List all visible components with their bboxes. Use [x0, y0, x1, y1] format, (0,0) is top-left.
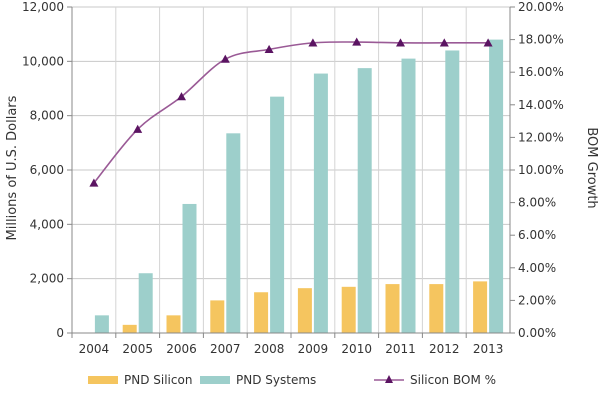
x-tick-label: 2013 — [473, 342, 504, 356]
bar-pnd-systems-2006 — [182, 203, 197, 333]
x-tick-label: 2005 — [122, 342, 153, 356]
bar-pnd-systems-2005 — [138, 273, 153, 333]
y2-tick-label: 16.00% — [518, 65, 564, 79]
legend: PND Silicon PND Systems Silicon BOM % — [88, 373, 496, 387]
x-tick-label: 2012 — [429, 342, 460, 356]
y-tick-label: 4,000 — [30, 217, 64, 231]
legend-swatch-pnd-systems — [200, 376, 230, 384]
legend-swatch-pnd-silicon — [88, 376, 118, 384]
bar-pnd-systems-2013 — [489, 39, 504, 333]
line-point-2006 — [177, 92, 186, 101]
x-tick-label: 2011 — [385, 342, 416, 356]
y-tick-labels: 0 2,000 4,000 6,000 8,000 10,000 12,000 — [22, 0, 64, 340]
line-point-2013 — [483, 38, 493, 47]
bar-pnd-silicon-2009 — [297, 288, 312, 333]
line-point-2009 — [308, 38, 318, 47]
x-tick-label: 2007 — [210, 342, 241, 356]
bar-pnd-silicon-2005 — [122, 324, 137, 333]
bar-pnd-systems-2012 — [445, 50, 460, 333]
y-tick-label: 8,000 — [30, 109, 64, 123]
legend-marker-silicon-bom- — [385, 375, 393, 383]
bar-pnd-silicon-2008 — [254, 292, 269, 333]
x-tick-label: 2006 — [166, 342, 197, 356]
y2-tick-label: 4.00% — [518, 261, 556, 275]
x-tick-labels: 2004 2005 2006 2007 2008 2009 2010 2011 2012 2013 — [79, 342, 504, 356]
bar-pnd-silicon-2012 — [429, 284, 444, 333]
axes — [67, 6, 515, 338]
bar-pnd-systems-2004 — [94, 315, 109, 333]
bar-pnd-systems-2009 — [313, 73, 328, 333]
series-line — [93, 41, 489, 184]
legend-label-pnd-silicon: PND Silicon — [124, 373, 192, 387]
y2-tick-label: 20.00% — [518, 0, 564, 14]
y2-tick-label: 18.00% — [518, 33, 564, 47]
line-point-2008 — [264, 44, 274, 53]
y-tick-label: 0 — [56, 326, 64, 340]
bar-pnd-systems-2007 — [226, 133, 241, 333]
legend-label-pnd-systems: PND Systems — [236, 373, 316, 387]
x-tick-label: 2004 — [79, 342, 110, 356]
y-tick-label: 2,000 — [30, 272, 64, 286]
bar-pnd-silicon-2011 — [385, 284, 400, 333]
y2-axis-label: BOM Growth — [584, 127, 599, 208]
line-point-2007 — [220, 54, 230, 63]
bars — [94, 39, 504, 334]
line-point-2010 — [352, 37, 362, 46]
x-tick-label: 2009 — [298, 342, 329, 356]
line-point-2005 — [133, 124, 143, 133]
silicon-bom-line — [89, 37, 493, 187]
x-tick-label: 2008 — [254, 342, 285, 356]
gridlines — [72, 6, 510, 334]
y-tick-label: 6,000 — [30, 163, 64, 177]
bar-pnd-silicon-2010 — [341, 286, 356, 333]
x-tick-label: 2010 — [341, 342, 372, 356]
bar-pnd-systems-2010 — [357, 68, 372, 333]
y2-tick-label: 6.00% — [518, 228, 556, 242]
legend-label-silicon-bom-: Silicon BOM % — [410, 373, 496, 387]
y2-tick-label: 2.00% — [518, 293, 556, 307]
y2-tick-label: 14.00% — [518, 98, 564, 112]
y2-tick-label: 10.00% — [518, 163, 564, 177]
bar-pnd-systems-2011 — [401, 58, 416, 333]
y2-tick-labels: 0.00% 2.00% 4.00% 6.00% 8.00% 10.00% 12.00% 14.… — [518, 0, 564, 340]
y2-tick-label: 8.00% — [518, 196, 556, 210]
bar-pnd-systems-2008 — [270, 96, 285, 334]
bar-pnd-silicon-2013 — [473, 281, 488, 333]
y-tick-label: 10,000 — [22, 54, 64, 68]
y2-tick-label: 0.00% — [518, 326, 556, 340]
y-axis-label: Millions of U.S. Dollars — [5, 95, 20, 240]
line-point-2004 — [89, 178, 99, 187]
y2-tick-label: 12.00% — [518, 130, 564, 144]
bar-pnd-silicon-2006 — [166, 315, 181, 333]
line-point-2011 — [396, 38, 405, 47]
bar-pnd-silicon-2007 — [210, 300, 225, 333]
line-point-2012 — [439, 38, 449, 47]
y-tick-label: 12,000 — [22, 0, 64, 14]
